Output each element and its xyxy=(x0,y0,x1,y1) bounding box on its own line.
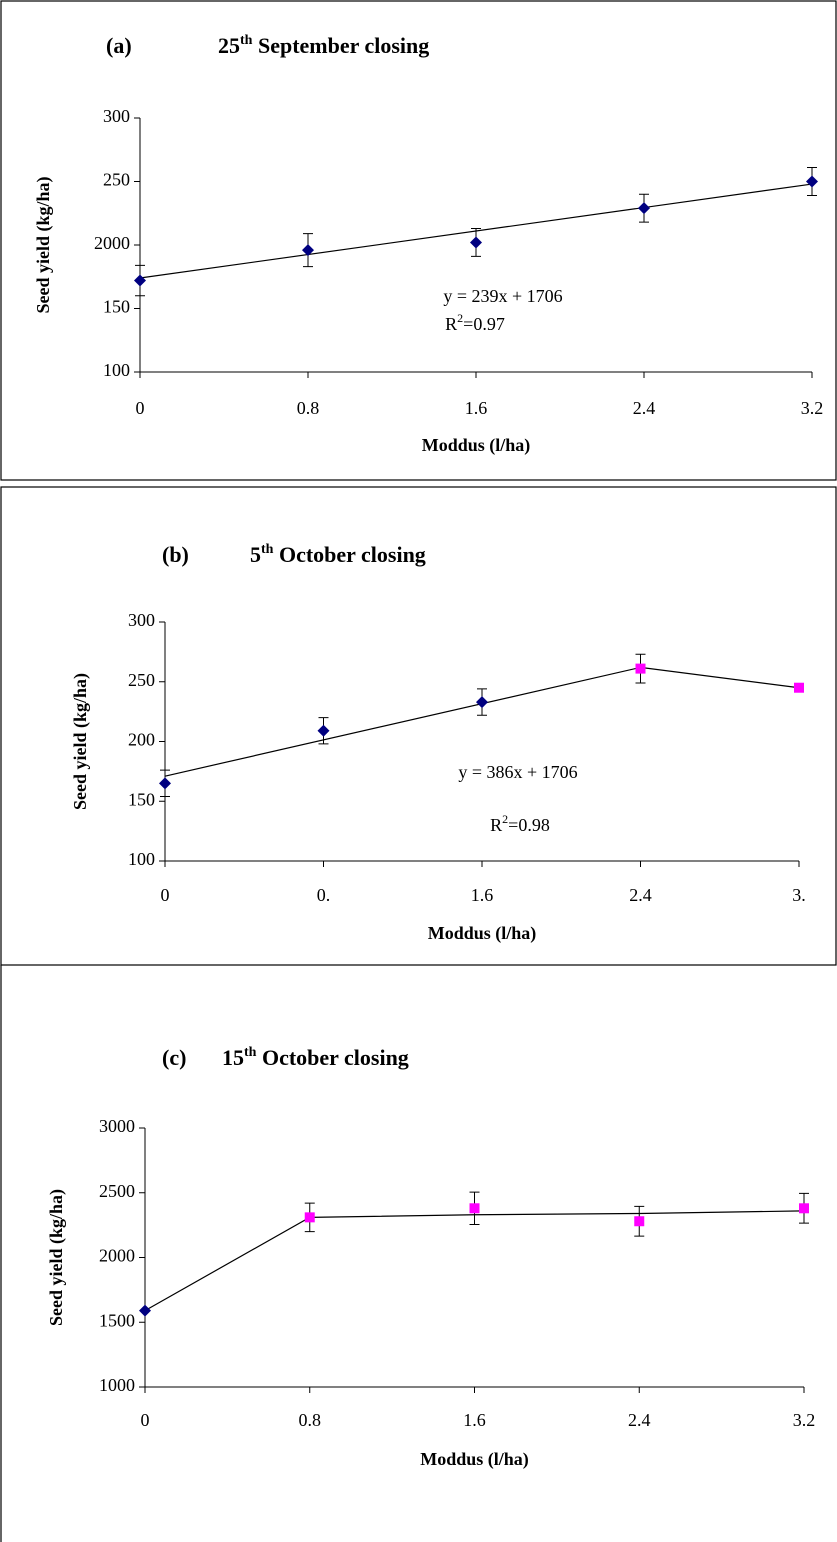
title-part: th xyxy=(261,542,274,557)
r-squared-part: 2 xyxy=(502,812,508,826)
x-tick-label: 2.4 xyxy=(628,1410,651,1430)
y-tick-label: 1000 xyxy=(99,1375,135,1395)
x-tick-label: 2.4 xyxy=(633,398,656,418)
data-point xyxy=(806,175,818,188)
data-point xyxy=(134,274,146,287)
r-squared-part: 2 xyxy=(457,311,463,325)
y-tick-label: 1500 xyxy=(99,1310,135,1330)
panel-label: (b) xyxy=(162,542,189,567)
data-point xyxy=(302,244,314,257)
data-point xyxy=(159,777,171,790)
data-point xyxy=(304,1212,315,1223)
y-tick-label: 150 xyxy=(128,789,155,809)
trend-line xyxy=(164,666,800,777)
panel-label: (a) xyxy=(106,33,132,58)
r-squared-part: =0.98 xyxy=(508,815,550,835)
equation: y = 239x + 1706 xyxy=(443,286,562,306)
r-squared-part: R xyxy=(490,815,502,835)
panel-frame xyxy=(0,486,837,966)
y-axis-label: Seed yield (kg/ha) xyxy=(70,673,91,810)
chart-title: 25th September closing xyxy=(218,33,429,58)
y-tick-label: 3000 xyxy=(99,1116,135,1136)
x-tick-label: 1.6 xyxy=(471,885,494,905)
title-part: September closing xyxy=(252,33,429,58)
title-part: th xyxy=(244,1045,257,1060)
y-tick-label: 200 xyxy=(128,730,155,750)
y-tick-label: 100 xyxy=(128,849,155,869)
panel-frame xyxy=(0,0,837,481)
x-axis-label: Moddus (l/ha) xyxy=(428,923,537,944)
title-part: th xyxy=(240,33,253,48)
x-tick-label: 0 xyxy=(161,885,170,905)
y-tick-label: 2500 xyxy=(99,1181,135,1201)
data-point xyxy=(476,696,488,709)
title-part: October closing xyxy=(256,1045,408,1070)
data-point xyxy=(470,236,482,249)
r-squared-part: =0.97 xyxy=(463,314,505,334)
data-point xyxy=(317,724,330,737)
chart-title: 5th October closing xyxy=(250,542,426,567)
y-tick-label: 300 xyxy=(103,106,130,126)
title-part: 15 xyxy=(222,1045,244,1070)
x-tick-label: 3. xyxy=(792,885,806,905)
x-tick-label: 3.2 xyxy=(793,1410,816,1430)
x-tick-label: 0.8 xyxy=(297,398,320,418)
equation: y = 386x + 1706 xyxy=(458,762,577,782)
data-point xyxy=(635,663,646,674)
data-point xyxy=(139,1304,151,1317)
data-point xyxy=(794,682,804,693)
title-part: 25 xyxy=(218,33,240,58)
y-axis-label: Seed yield (kg/ha) xyxy=(46,1189,67,1326)
y-tick-label: 150 xyxy=(103,297,130,317)
data-point xyxy=(638,202,650,215)
r-squared-part: R xyxy=(445,314,457,334)
r-squared: R2=0.98 xyxy=(490,812,550,835)
y-tick-label: 250 xyxy=(128,670,155,690)
y-tick-label: 2000 xyxy=(99,1246,135,1266)
x-axis-label: Moddus (l/ha) xyxy=(420,1449,529,1470)
x-tick-label: 2.4 xyxy=(629,885,652,905)
y-axis-label: Seed yield (kg/ha) xyxy=(33,176,54,313)
y-tick-label: 300 xyxy=(128,610,155,630)
data-point xyxy=(634,1216,645,1227)
x-axis-label: Moddus (l/ha) xyxy=(422,435,531,456)
title-part: 5 xyxy=(250,542,261,567)
y-tick-label: 2000 xyxy=(94,233,130,253)
y-tick-label: 100 xyxy=(103,360,130,380)
data-point xyxy=(799,1203,809,1214)
x-tick-label: 3.2 xyxy=(801,398,824,418)
x-tick-label: 0 xyxy=(136,398,145,418)
trend-line xyxy=(144,1210,805,1312)
x-tick-label: 0 xyxy=(141,1410,150,1430)
x-tick-label: 0. xyxy=(317,885,331,905)
data-point xyxy=(469,1203,480,1214)
chart-title: 15th October closing xyxy=(222,1045,409,1070)
x-tick-label: 1.6 xyxy=(465,398,488,418)
x-tick-label: 0.8 xyxy=(299,1410,322,1430)
title-part: October closing xyxy=(273,542,425,567)
panel-label: (c) xyxy=(162,1045,186,1070)
y-tick-label: 250 xyxy=(103,170,130,190)
x-tick-label: 1.6 xyxy=(463,1410,486,1430)
r-squared: R2=0.97 xyxy=(445,311,505,334)
